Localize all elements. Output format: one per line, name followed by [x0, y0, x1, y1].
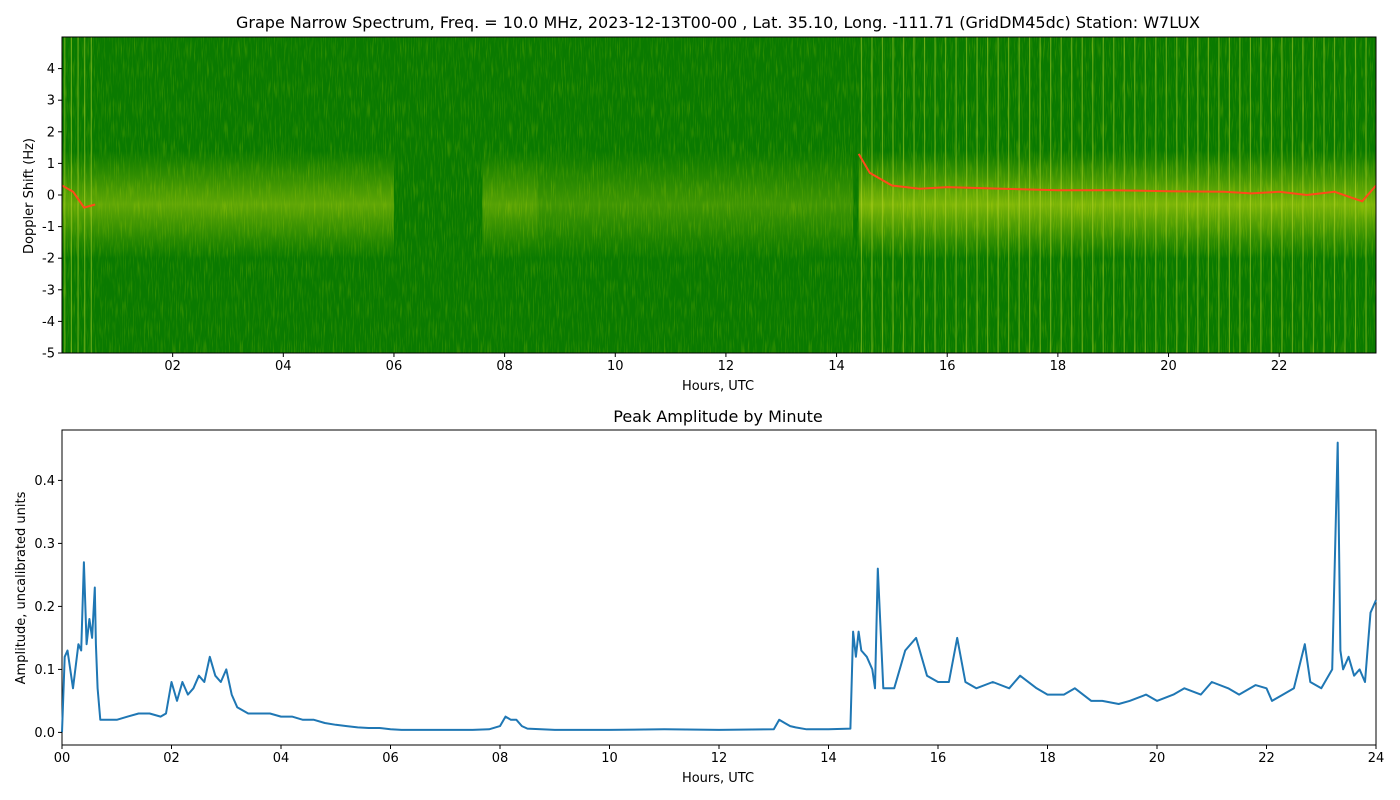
x-tick-label: 10 [601, 751, 618, 766]
y-tick-label: 3 [47, 94, 55, 109]
amplitude-x-label: Hours, UTC [682, 771, 754, 786]
y-tick-label: -2 [42, 252, 55, 267]
spectrogram-title: Grape Narrow Spectrum, Freq. = 10.0 MHz,… [236, 13, 1200, 32]
y-tick-label: 0.2 [34, 600, 55, 615]
x-tick-label: 16 [930, 751, 947, 766]
y-tick-label: 2 [47, 125, 55, 140]
x-tick-label: 02 [163, 751, 180, 766]
amplitude-y-label: Amplitude, uncalibrated units [14, 491, 29, 684]
amplitude-x-ticks: 00 02 04 06 08 10 12 14 16 18 20 22 24 [54, 745, 1385, 766]
x-tick-label: 04 [275, 359, 292, 374]
amplitude-series-line [61, 441, 1377, 733]
x-tick-label: 06 [382, 751, 399, 766]
x-tick-label: 04 [273, 751, 290, 766]
spectrogram-y-ticks: -5 -4 -3 -2 -1 0 1 2 3 4 [42, 62, 62, 362]
x-tick-label: 10 [607, 359, 624, 374]
x-tick-label: 24 [1368, 751, 1385, 766]
y-tick-label: 4 [47, 62, 55, 77]
x-tick-label: 22 [1258, 751, 1275, 766]
x-tick-label: 18 [1039, 751, 1056, 766]
amplitude-frame [61, 429, 1377, 746]
y-tick-label: 0.4 [34, 474, 55, 489]
amplitude-y-ticks: 0.0 0.1 0.2 0.3 0.4 [34, 474, 62, 741]
spectrogram-y-label: Doppler Shift (Hz) [22, 138, 37, 254]
x-tick-label: 14 [820, 751, 837, 766]
spectrogram-x-label: Hours, UTC [682, 379, 754, 394]
x-tick-label: 12 [711, 751, 728, 766]
y-tick-label: -3 [42, 283, 55, 298]
y-tick-label: -1 [42, 220, 55, 235]
x-tick-label: 14 [828, 359, 845, 374]
signal-glow-region [482, 150, 538, 259]
y-tick-label: 0.0 [34, 726, 55, 741]
x-tick-label: 08 [492, 751, 509, 766]
x-tick-label: 08 [496, 359, 513, 374]
x-tick-label: 16 [939, 359, 956, 374]
x-tick-label: 20 [1160, 359, 1177, 374]
signal-glow-region [537, 150, 854, 259]
spectrogram-plot [62, 37, 1376, 353]
y-tick-label: 0 [47, 189, 55, 204]
x-tick-label: 00 [54, 751, 71, 766]
x-tick-label: 20 [1149, 751, 1166, 766]
y-tick-label: 0.1 [34, 663, 55, 678]
x-tick-label: 22 [1271, 359, 1288, 374]
signal-glow-region [858, 150, 1376, 259]
y-tick-label: 1 [47, 157, 55, 172]
spectrogram-x-ticks: 02 04 06 08 10 12 14 16 18 20 22 [164, 353, 1287, 374]
signal-glow-region [62, 150, 394, 259]
x-tick-label: 12 [718, 359, 735, 374]
interference-stripes [64, 37, 1367, 353]
y-tick-label: 0.3 [34, 537, 55, 552]
y-tick-label: -5 [42, 347, 55, 362]
x-tick-label: 06 [386, 359, 403, 374]
amplitude-title: Peak Amplitude by Minute [613, 407, 823, 426]
x-tick-label: 02 [164, 359, 181, 374]
y-tick-label: -4 [42, 315, 55, 330]
signal-glow-band [62, 150, 1376, 259]
x-tick-label: 18 [1050, 359, 1067, 374]
doppler-trace-line [62, 153, 1376, 209]
